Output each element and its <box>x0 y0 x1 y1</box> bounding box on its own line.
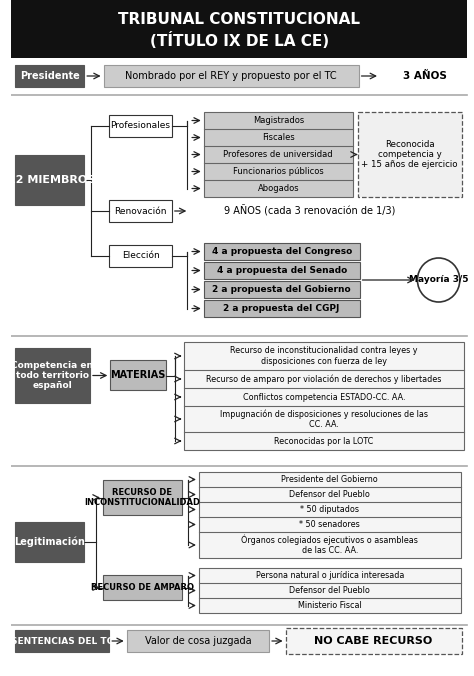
Bar <box>204 262 360 279</box>
Bar <box>204 281 360 298</box>
Bar <box>110 360 166 390</box>
Text: Defensor del Pueblo: Defensor del Pueblo <box>289 490 370 499</box>
Bar <box>204 243 360 260</box>
Bar <box>102 480 182 515</box>
Text: Profesores de universidad: Profesores de universidad <box>223 150 333 159</box>
Text: Impugnación de disposiciones y resoluciones de las
CC. AA.: Impugnación de disposiciones y resolucio… <box>220 409 428 429</box>
Text: Competencia en
todo territorio
español: Competencia en todo territorio español <box>11 360 93 391</box>
Text: * 50 diputados: * 50 diputados <box>301 505 359 514</box>
Text: 4 a propuesta del Senado: 4 a propuesta del Senado <box>217 266 347 275</box>
Bar <box>285 628 462 654</box>
Text: 12 MIEMBROS: 12 MIEMBROS <box>8 175 95 185</box>
Text: Funcionarios públicos: Funcionarios públicos <box>233 167 324 176</box>
Text: Ministerio Fiscal: Ministerio Fiscal <box>298 601 362 610</box>
Bar <box>15 522 84 562</box>
Text: SENTENCIAS DEL TC: SENTENCIAS DEL TC <box>11 637 113 646</box>
Text: Reconocida
competencia y
+ 15 años de ejercicio: Reconocida competencia y + 15 años de ej… <box>362 140 458 170</box>
Text: RECURSO DE AMPARO: RECURSO DE AMPARO <box>91 583 193 592</box>
Text: Presidente del Gobierno: Presidente del Gobierno <box>282 475 378 484</box>
Bar <box>358 112 462 197</box>
Text: RECURSO DE
INCONSTITUCIONALIDAD: RECURSO DE INCONSTITUCIONALIDAD <box>84 488 200 507</box>
Text: 2 a propuesta del Gobierno: 2 a propuesta del Gobierno <box>212 285 351 294</box>
Text: 9 AÑOS (cada 3 renovación de 1/3): 9 AÑOS (cada 3 renovación de 1/3) <box>224 206 395 217</box>
Bar <box>184 342 464 450</box>
Text: Presidente: Presidente <box>20 71 80 81</box>
Bar <box>15 155 84 205</box>
Text: Recurso de amparo por violación de derechos y libertades: Recurso de amparo por violación de derec… <box>206 375 442 384</box>
Bar <box>199 568 461 613</box>
Text: (TÍTULO IX DE LA CE): (TÍTULO IX DE LA CE) <box>150 32 329 49</box>
Text: Órganos colegiados ejecutivos o asambleas
de las CC. AA.: Órganos colegiados ejecutivos o asamblea… <box>241 535 418 556</box>
Text: Profesionales: Profesionales <box>110 122 171 130</box>
Bar <box>109 115 172 137</box>
Text: Reconocidas por la LOTC: Reconocidas por la LOTC <box>274 437 374 445</box>
Text: Legitimación: Legitimación <box>14 537 85 548</box>
Bar <box>204 112 353 197</box>
Bar <box>204 300 360 317</box>
Text: Mayoría 3/5: Mayoría 3/5 <box>409 276 468 285</box>
Text: TRIBUNAL CONSTITUCIONAL: TRIBUNAL CONSTITUCIONAL <box>118 12 360 28</box>
Text: Elección: Elección <box>122 251 159 260</box>
Text: Abogados: Abogados <box>257 184 299 193</box>
Text: Valor de cosa juzgada: Valor de cosa juzgada <box>145 636 251 646</box>
Bar <box>109 245 172 267</box>
Text: Fiscales: Fiscales <box>262 133 295 142</box>
Text: Recurso de inconstitucionalidad contra leyes y
disposiciones con fuerza de ley: Recurso de inconstitucionalidad contra l… <box>230 346 418 366</box>
Text: Persona natural o jurídica interesada: Persona natural o jurídica interesada <box>255 571 404 580</box>
Text: 3 AÑOS: 3 AÑOS <box>403 71 447 81</box>
Text: MATERIAS: MATERIAS <box>110 370 166 380</box>
Bar <box>127 630 269 652</box>
Bar <box>109 200 172 222</box>
Bar <box>15 65 84 87</box>
Text: Magistrados: Magistrados <box>253 116 304 125</box>
Bar <box>15 630 109 652</box>
Text: * 50 senadores: * 50 senadores <box>300 520 360 529</box>
Text: Nombrado por el REY y propuesto por el TC: Nombrado por el REY y propuesto por el T… <box>125 71 337 81</box>
Bar <box>11 0 467 58</box>
Bar <box>102 575 182 600</box>
Text: 4 a propuesta del Congreso: 4 a propuesta del Congreso <box>211 247 352 256</box>
Text: Renovación: Renovación <box>114 206 167 216</box>
Text: Conflictos competencia ESTADO-CC. AA.: Conflictos competencia ESTADO-CC. AA. <box>243 393 405 402</box>
Text: NO CABE RECURSO: NO CABE RECURSO <box>314 636 432 646</box>
Bar <box>199 472 461 558</box>
Bar <box>15 348 90 403</box>
Bar <box>103 65 359 87</box>
Text: Defensor del Pueblo: Defensor del Pueblo <box>289 586 370 595</box>
Text: 2 a propuesta del CGPJ: 2 a propuesta del CGPJ <box>223 304 340 313</box>
